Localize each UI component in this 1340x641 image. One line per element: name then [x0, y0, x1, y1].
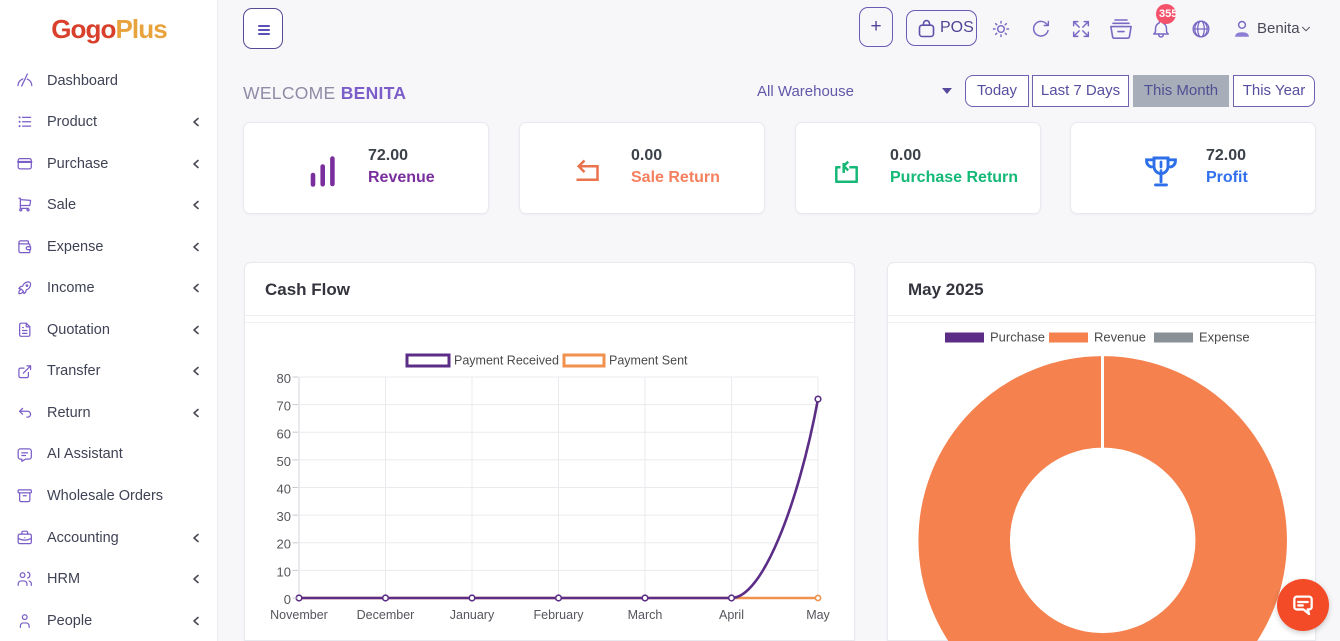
svg-text:Expense: Expense — [1199, 330, 1250, 345]
svg-text:80: 80 — [277, 371, 291, 386]
svg-text:May: May — [806, 608, 830, 622]
svg-text:60: 60 — [277, 426, 291, 441]
svg-text:Purchase: Purchase — [990, 330, 1045, 345]
svg-text:December: December — [357, 608, 415, 622]
svg-text:10: 10 — [277, 564, 291, 579]
svg-text:April: April — [719, 608, 744, 622]
svg-text:30: 30 — [277, 509, 291, 524]
svg-text:Payment Received: Payment Received — [454, 354, 559, 368]
svg-text:40: 40 — [277, 482, 291, 497]
svg-text:Revenue: Revenue — [1094, 330, 1146, 345]
svg-text:50: 50 — [277, 454, 291, 469]
svg-text:70: 70 — [277, 399, 291, 414]
svg-text:February: February — [533, 608, 584, 622]
svg-text:20: 20 — [277, 537, 291, 552]
svg-text:0: 0 — [284, 592, 291, 607]
svg-text:January: January — [450, 608, 495, 622]
svg-text:November: November — [270, 608, 328, 622]
svg-text:March: March — [628, 608, 663, 622]
svg-text:Payment Sent: Payment Sent — [609, 354, 688, 368]
